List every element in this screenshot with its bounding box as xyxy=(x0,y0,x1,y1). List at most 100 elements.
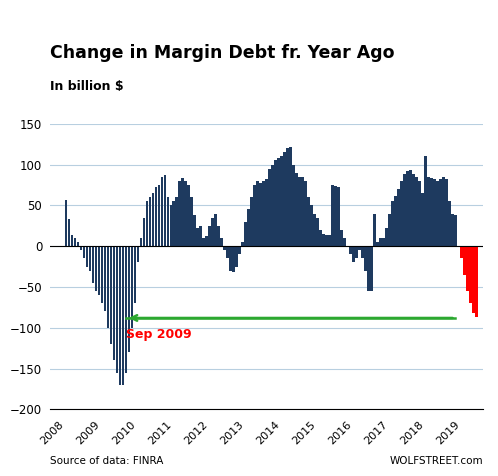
Bar xyxy=(130,246,133,328)
Bar xyxy=(104,246,106,311)
Bar xyxy=(116,246,118,373)
Bar xyxy=(230,246,232,271)
Bar xyxy=(110,246,112,344)
Bar xyxy=(400,181,403,246)
Bar xyxy=(409,170,412,246)
Bar xyxy=(364,246,367,271)
Bar xyxy=(349,246,352,254)
Bar xyxy=(265,179,268,246)
Bar xyxy=(80,246,82,250)
Bar xyxy=(283,152,286,246)
Bar xyxy=(101,246,103,303)
Bar xyxy=(313,214,316,246)
Bar xyxy=(301,177,304,246)
Bar xyxy=(242,242,244,246)
Bar xyxy=(89,246,91,271)
Bar xyxy=(406,171,409,246)
Bar xyxy=(445,179,448,246)
Bar xyxy=(157,185,160,246)
Bar xyxy=(203,238,205,246)
Bar xyxy=(271,165,274,246)
Bar xyxy=(68,219,70,246)
Bar xyxy=(337,188,340,246)
Bar xyxy=(325,235,328,246)
Bar xyxy=(304,181,307,246)
Bar xyxy=(224,246,226,250)
Bar xyxy=(145,201,148,246)
Bar xyxy=(107,246,109,328)
Bar xyxy=(154,188,157,246)
Bar xyxy=(187,185,190,246)
Bar xyxy=(367,246,370,291)
Bar xyxy=(340,230,343,246)
Bar xyxy=(382,238,385,246)
Bar xyxy=(394,196,397,246)
Bar xyxy=(245,222,247,246)
Bar xyxy=(253,185,256,246)
Bar xyxy=(86,246,88,267)
Bar xyxy=(248,209,250,246)
Bar xyxy=(295,173,298,246)
Bar xyxy=(172,201,175,246)
Bar xyxy=(352,246,355,262)
Bar xyxy=(376,242,379,246)
Bar xyxy=(280,157,283,246)
Bar xyxy=(343,238,346,246)
Bar xyxy=(142,218,145,246)
Bar xyxy=(427,177,430,246)
Bar xyxy=(463,246,466,275)
Bar xyxy=(148,197,151,246)
Bar xyxy=(83,246,85,258)
Bar xyxy=(122,246,124,385)
Bar xyxy=(250,197,253,246)
Bar xyxy=(412,174,415,246)
Bar xyxy=(133,246,136,303)
Bar xyxy=(163,175,166,246)
Bar xyxy=(334,186,337,246)
Bar xyxy=(421,193,424,246)
Bar xyxy=(418,181,421,246)
Bar xyxy=(98,246,100,295)
Bar xyxy=(307,197,310,246)
Bar xyxy=(361,246,364,258)
Bar xyxy=(175,197,178,246)
Bar xyxy=(286,148,289,246)
Bar xyxy=(184,181,187,246)
Bar xyxy=(373,214,376,246)
Bar xyxy=(139,238,142,246)
Bar xyxy=(71,235,73,246)
Bar xyxy=(391,201,394,246)
Bar xyxy=(430,178,433,246)
Bar xyxy=(451,214,454,246)
Bar xyxy=(166,197,169,246)
Bar xyxy=(289,147,292,246)
Bar xyxy=(215,214,217,246)
Bar xyxy=(433,179,436,246)
Bar xyxy=(436,181,439,246)
Bar xyxy=(74,238,76,246)
Bar xyxy=(95,246,97,291)
Bar xyxy=(119,246,121,385)
Text: In billion $: In billion $ xyxy=(50,80,124,93)
Bar xyxy=(475,246,478,317)
Bar xyxy=(415,177,418,246)
Bar xyxy=(212,218,214,246)
Bar xyxy=(160,177,163,246)
Text: WOLFSTREET.com: WOLFSTREET.com xyxy=(389,456,483,466)
Bar xyxy=(218,226,220,246)
Bar xyxy=(197,228,199,246)
Bar xyxy=(331,185,334,246)
Bar xyxy=(233,246,235,272)
Bar xyxy=(113,246,115,360)
Bar xyxy=(190,197,193,246)
Text: Source of data: FINRA: Source of data: FINRA xyxy=(50,456,163,466)
Bar xyxy=(169,205,172,246)
Bar xyxy=(151,193,154,246)
Bar xyxy=(379,238,382,246)
Bar xyxy=(355,246,358,258)
Bar xyxy=(298,177,301,246)
Bar xyxy=(221,238,223,246)
Bar xyxy=(65,199,67,246)
Bar xyxy=(454,215,457,246)
Text: Sep 2009: Sep 2009 xyxy=(126,327,192,340)
